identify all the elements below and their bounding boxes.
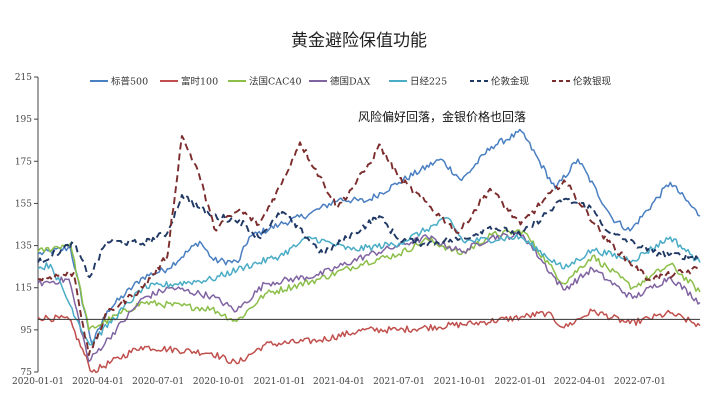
series-line: [37, 231, 701, 363]
series-line: [37, 308, 701, 374]
x-tick-label: 2020-07-01: [132, 377, 184, 387]
y-ticks: 75 95 115 135 155 175 195 215: [15, 73, 38, 378]
legend-item: 法国CAC40: [249, 76, 302, 88]
legend: 标普500 富时100 法国CAC40 德国DAX 日经225 伦敦金现 伦敦银现: [90, 76, 612, 88]
series-line: [37, 194, 701, 279]
chart-title: 黄金避险保值功能: [291, 31, 427, 51]
y-tick-label: 215: [15, 73, 32, 83]
legend-item: 德国DAX: [330, 76, 370, 88]
x-tick-label: 2020-01-01: [12, 377, 64, 387]
x-ticks: 2020-01-01 2020-04-01 2020-07-01 2020-10-01…: [12, 377, 666, 387]
x-tick-label: 2022-04-01: [554, 377, 606, 387]
series-line: [37, 135, 700, 357]
x-tick-label: 2021-10-01: [434, 377, 486, 387]
series-line: [37, 217, 701, 346]
y-tick-label: 155: [15, 199, 32, 209]
x-tick-label: 2021-07-01: [373, 377, 425, 387]
legend-item: 富时100: [181, 76, 218, 88]
y-tick-label: 95: [21, 326, 33, 336]
x-tick-label: 2021-01-01: [254, 377, 306, 387]
series-line: [37, 229, 701, 331]
y-tick-label: 135: [15, 242, 32, 252]
annotation: 风险偏好回落，金银价格也回落: [358, 109, 526, 124]
x-tick-label: 2020-10-01: [193, 377, 245, 387]
x-tick-label: 2020-04-01: [72, 377, 124, 387]
y-tick-label: 175: [15, 157, 32, 167]
legend-item: 伦敦银现: [573, 76, 612, 88]
x-tick-label: 2021-04-01: [313, 377, 365, 387]
series-layer: [37, 128, 701, 374]
x-tick-label: 2022-07-01: [614, 377, 666, 387]
series-line: [37, 128, 701, 346]
y-tick-label: 195: [15, 115, 32, 125]
legend-item: 伦敦金现: [491, 76, 530, 88]
x-tick-label: 2022-01-01: [495, 377, 547, 387]
legend-item: 日经225: [410, 76, 447, 88]
y-tick-label: 75: [21, 368, 33, 378]
legend-item: 标普500: [111, 76, 148, 88]
y-tick-label: 115: [15, 284, 32, 294]
